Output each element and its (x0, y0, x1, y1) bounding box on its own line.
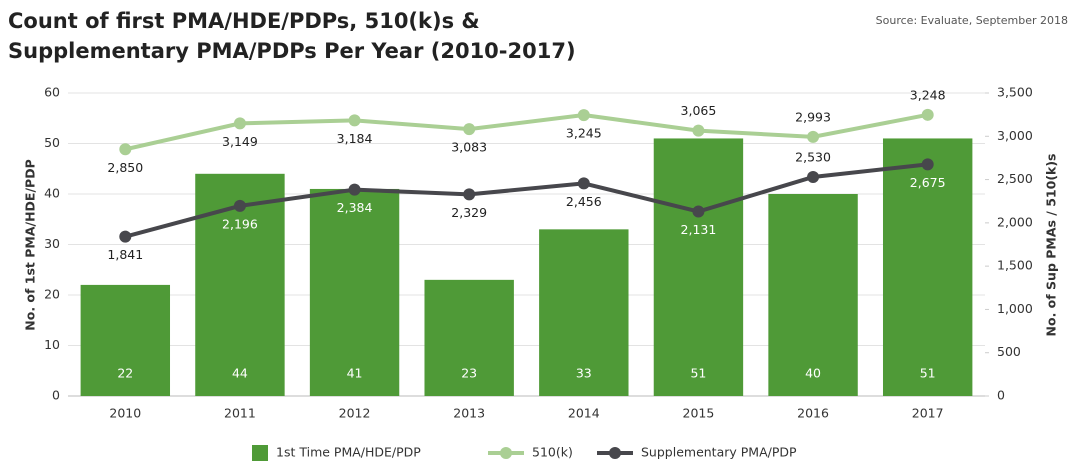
line-value-label: 2,329 (451, 205, 487, 220)
line-marker (463, 188, 476, 201)
y2-tick-label: 2,000 (997, 214, 1033, 229)
bar-value-label: 40 (805, 366, 821, 381)
chart-title: Count of first PMA/HDE/PDPs, 510(k)s & S… (8, 9, 576, 63)
line-value-label: 2,850 (107, 160, 143, 175)
y-tick-label: 0 (52, 388, 60, 403)
bar (424, 279, 514, 396)
line-value-label: 2,196 (222, 216, 258, 231)
source-note: Source: Evaluate, September 2018 (875, 14, 1068, 27)
bar (309, 188, 400, 396)
line-value-label: 3,184 (337, 131, 373, 146)
line-marker (807, 130, 820, 143)
bar (882, 138, 973, 396)
legend-marker (609, 447, 621, 459)
legend-marker (500, 447, 512, 459)
y2-tick-label: 0 (997, 388, 1005, 403)
bar-value-label: 51 (920, 366, 936, 381)
line-value-label: 3,245 (566, 126, 602, 141)
y-axis-title: No. of 1st PMA/HDE/PDP (23, 159, 38, 330)
y2-tick-label: 3,500 (997, 85, 1033, 100)
y-tick-label: 10 (44, 337, 60, 352)
x-tick-label: 2014 (568, 406, 600, 421)
line-marker (463, 123, 476, 136)
line (124, 112, 929, 152)
bar (80, 284, 171, 396)
y-tick-label: 50 (44, 135, 60, 150)
y2-tick-label: 2,500 (997, 171, 1033, 186)
line-marker (921, 108, 934, 121)
line-value-label: 3,083 (451, 140, 487, 155)
line-marker (692, 205, 705, 218)
y2-tick-label: 1,500 (997, 258, 1033, 273)
legend-label: 1st Time PMA/HDE/PDP (276, 445, 421, 460)
y2-tick-label: 500 (997, 344, 1021, 359)
line-marker (921, 158, 934, 171)
line-value-label: 2,993 (795, 109, 831, 124)
bar-value-label: 41 (347, 366, 363, 381)
x-tick-label: 2017 (912, 406, 944, 421)
line-value-label: 1,841 (107, 247, 143, 262)
x-tick-label: 2011 (224, 406, 256, 421)
line-marker (119, 143, 132, 156)
bar-value-label: 22 (117, 366, 133, 381)
legend-label: 510(k) (532, 445, 573, 460)
x-tick-label: 2013 (453, 406, 485, 421)
y-tick-label: 20 (44, 287, 60, 302)
y2-tick-label: 3,000 (997, 128, 1033, 143)
x-tick-label: 2012 (339, 406, 371, 421)
bar-value-label: 51 (690, 366, 706, 381)
legend-label: Supplementary PMA/PDP (641, 445, 797, 460)
bar-value-label: 33 (576, 366, 592, 381)
line-value-label: 3,065 (681, 103, 717, 118)
line-marker (692, 124, 705, 137)
line-marker (119, 230, 132, 243)
line-marker (807, 170, 820, 183)
line-marker (577, 109, 590, 122)
x-tick-label: 2010 (109, 406, 141, 421)
line-marker (348, 183, 361, 196)
x-tick-label: 2015 (683, 406, 715, 421)
y2-axis-title: No. of Sup PMAs / 510(k)s (1044, 154, 1059, 337)
line-marker (233, 117, 246, 130)
bar (539, 229, 629, 396)
line (124, 162, 928, 239)
line-value-label: 3,248 (910, 87, 946, 102)
line-marker (348, 114, 361, 127)
bar (768, 194, 858, 396)
y-tick-label: 40 (44, 186, 60, 201)
line-value-label: 2,456 (566, 194, 602, 209)
bar-value-label: 44 (232, 366, 248, 381)
y-tick-label: 60 (44, 85, 60, 100)
line-value-label: 2,384 (337, 200, 373, 215)
line-marker (233, 199, 246, 212)
bar (653, 138, 744, 396)
line-value-label: 2,530 (795, 149, 831, 164)
y-tick-label: 30 (44, 236, 60, 251)
y2-tick-label: 1,000 (997, 301, 1033, 316)
line-value-label: 3,149 (222, 134, 258, 149)
legend-swatch (252, 445, 268, 461)
line-value-label: 2,131 (681, 222, 717, 237)
x-tick-label: 2016 (797, 406, 829, 421)
line-marker (577, 177, 590, 190)
bar-value-label: 23 (461, 366, 477, 381)
line-value-label: 2,675 (910, 175, 946, 190)
